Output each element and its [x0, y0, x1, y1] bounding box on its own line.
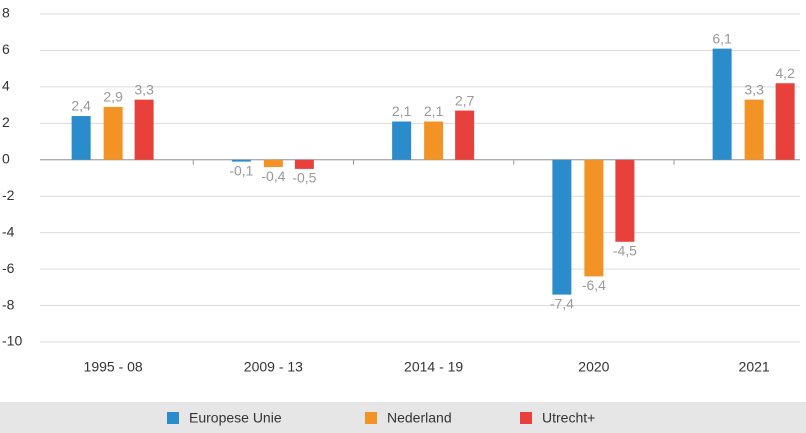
value-label: -4,5 [613, 242, 637, 258]
y-tick-label: -10 [2, 333, 22, 349]
y-tick-label: 4 [2, 78, 10, 94]
value-label: 3,3 [134, 81, 154, 97]
value-label: -0,4 [261, 168, 285, 184]
y-tick-label: -2 [2, 187, 15, 203]
value-label: -7,4 [550, 295, 574, 311]
x-tick-label: 2009 - 13 [244, 359, 303, 375]
value-label: 3,3 [744, 81, 764, 97]
bar [103, 106, 123, 160]
legend-swatch [167, 412, 179, 424]
bar [455, 110, 475, 160]
y-tick-label: 0 [2, 150, 10, 166]
bar [584, 159, 604, 277]
y-tick-label: -4 [2, 223, 15, 239]
value-label: 2,7 [455, 92, 475, 108]
value-label: 2,4 [71, 98, 91, 114]
legend-label: Europese Unie [189, 410, 282, 426]
x-tick-label: 1995 - 08 [84, 359, 143, 375]
x-tick-label: 2014 - 19 [404, 359, 463, 375]
value-label: 2,1 [424, 103, 444, 119]
bar [552, 159, 572, 295]
value-label: 2,1 [392, 103, 412, 119]
bar [71, 116, 91, 160]
legend-label: Utrecht+ [542, 410, 595, 426]
bar [424, 121, 444, 160]
y-tick-label: 8 [2, 5, 10, 21]
bar [294, 159, 314, 169]
bar [231, 159, 251, 162]
bar [712, 48, 732, 160]
x-tick-label: 2020 [578, 359, 609, 375]
y-tick-label: -6 [2, 260, 15, 276]
x-tick-label: 2021 [739, 359, 770, 375]
bar [775, 83, 795, 160]
bar [263, 159, 283, 168]
legend-swatch [520, 412, 532, 424]
value-label: 2,9 [103, 89, 123, 105]
value-label: 4,2 [775, 65, 795, 81]
bar [134, 99, 154, 160]
value-label: 6,1 [712, 30, 732, 46]
bar [744, 99, 764, 160]
y-tick-label: 2 [2, 114, 10, 130]
legend-swatch [365, 412, 377, 424]
bar [392, 121, 412, 160]
legend-label: Nederland [387, 410, 452, 426]
value-label: -0,1 [229, 162, 253, 178]
bar [615, 159, 635, 242]
y-tick-label: -8 [2, 296, 15, 312]
value-label: -6,4 [582, 277, 606, 293]
legend-background [0, 402, 806, 433]
value-label: -0,5 [292, 170, 316, 186]
y-tick-label: 6 [2, 41, 10, 57]
